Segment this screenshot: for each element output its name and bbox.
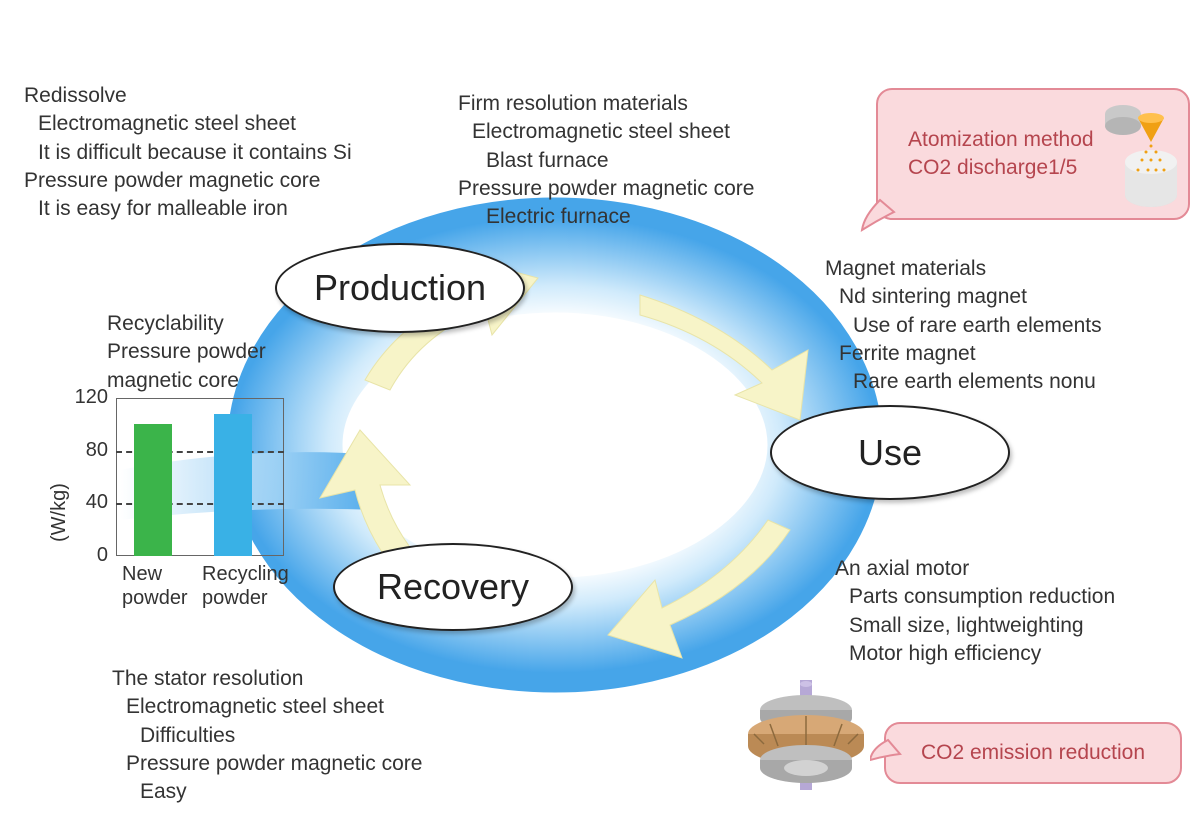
text-line: Rare earth elements nonu xyxy=(825,368,1102,396)
text-line: An axial motor xyxy=(835,555,1115,583)
ytick-label: 120 xyxy=(58,386,108,409)
block-redissolve: RedissolveElectromagnetic steel sheetIt … xyxy=(24,82,352,224)
recyclability-chart: (W/kg) 04080120 NewpowderRecyclingpowder xyxy=(58,392,318,622)
text-line: Blast furnace xyxy=(458,147,754,175)
node-label: Use xyxy=(858,432,922,474)
block-recyclability: RecyclabilityPressure powder magnetic co… xyxy=(107,310,266,395)
text-line: Pressure powder magnetic core xyxy=(112,750,422,778)
node-use: Use xyxy=(770,405,1010,500)
text-line: Easy xyxy=(112,778,422,806)
ytick-label: 80 xyxy=(58,439,108,462)
axial-motor-icon xyxy=(730,680,880,790)
bar xyxy=(214,414,252,556)
text-line: Parts consumption reduction xyxy=(835,583,1115,611)
text-line: Use of rare earth elements xyxy=(825,312,1102,340)
node-label: Recovery xyxy=(377,566,529,608)
callout-co2-emission: CO2 emission reduction xyxy=(884,722,1182,784)
callout-tail xyxy=(860,192,900,232)
text-line: Electric furnace xyxy=(458,203,754,231)
node-production: Production xyxy=(275,243,525,333)
text-line: Pressure powder magnetic core xyxy=(24,167,352,195)
text-line: Motor high efficiency xyxy=(835,640,1115,668)
text-line: Electromagnetic steel sheet xyxy=(24,110,352,138)
block-magnet-materials: Magnet materialsNd sintering magnetUse o… xyxy=(825,255,1102,397)
ytick-label: 40 xyxy=(58,491,108,514)
callout-line: Atomization method xyxy=(908,126,1094,154)
block-axial-motor: An axial motorParts consumption reductio… xyxy=(835,555,1115,668)
text-line: Electromagnetic steel sheet xyxy=(458,118,754,146)
category-label: Recyclingpowder xyxy=(202,562,302,610)
text-line: It is difficult because it contains Si xyxy=(24,139,352,167)
text-line: Nd sintering magnet xyxy=(825,283,1102,311)
text-line: Recyclability xyxy=(107,310,266,338)
text-line: Small size, lightweighting xyxy=(835,612,1115,640)
text-line: Ferrite magnet xyxy=(825,340,1102,368)
block-firm-resolution: Firm resolution materialsElectromagnetic… xyxy=(458,90,754,232)
ytick-label: 0 xyxy=(58,544,108,567)
atomization-icon xyxy=(1098,100,1180,210)
text-line: Firm resolution materials xyxy=(458,90,754,118)
text-line: Redissolve xyxy=(24,82,352,110)
text-line: Magnet materials xyxy=(825,255,1102,283)
text-line: Electromagnetic steel sheet xyxy=(112,693,422,721)
callout-atomization: Atomization method CO2 discharge1/5 xyxy=(876,88,1190,220)
block-stator-resolution: The stator resolutionElectromagnetic ste… xyxy=(112,665,422,807)
text-line: Pressure powder magnetic core xyxy=(458,175,754,203)
text-line: magnetic core xyxy=(107,367,266,395)
text-line: Difficulties xyxy=(112,722,422,750)
callout-line: CO2 discharge1/5 xyxy=(908,154,1094,182)
bar xyxy=(134,424,172,556)
node-label: Production xyxy=(314,267,486,309)
callout-text: CO2 emission reduction xyxy=(921,739,1145,767)
text-line: Pressure powder xyxy=(107,338,266,366)
text-line: The stator resolution xyxy=(112,665,422,693)
text-line: It is easy for malleable iron xyxy=(24,195,352,223)
node-recovery: Recovery xyxy=(333,543,573,631)
